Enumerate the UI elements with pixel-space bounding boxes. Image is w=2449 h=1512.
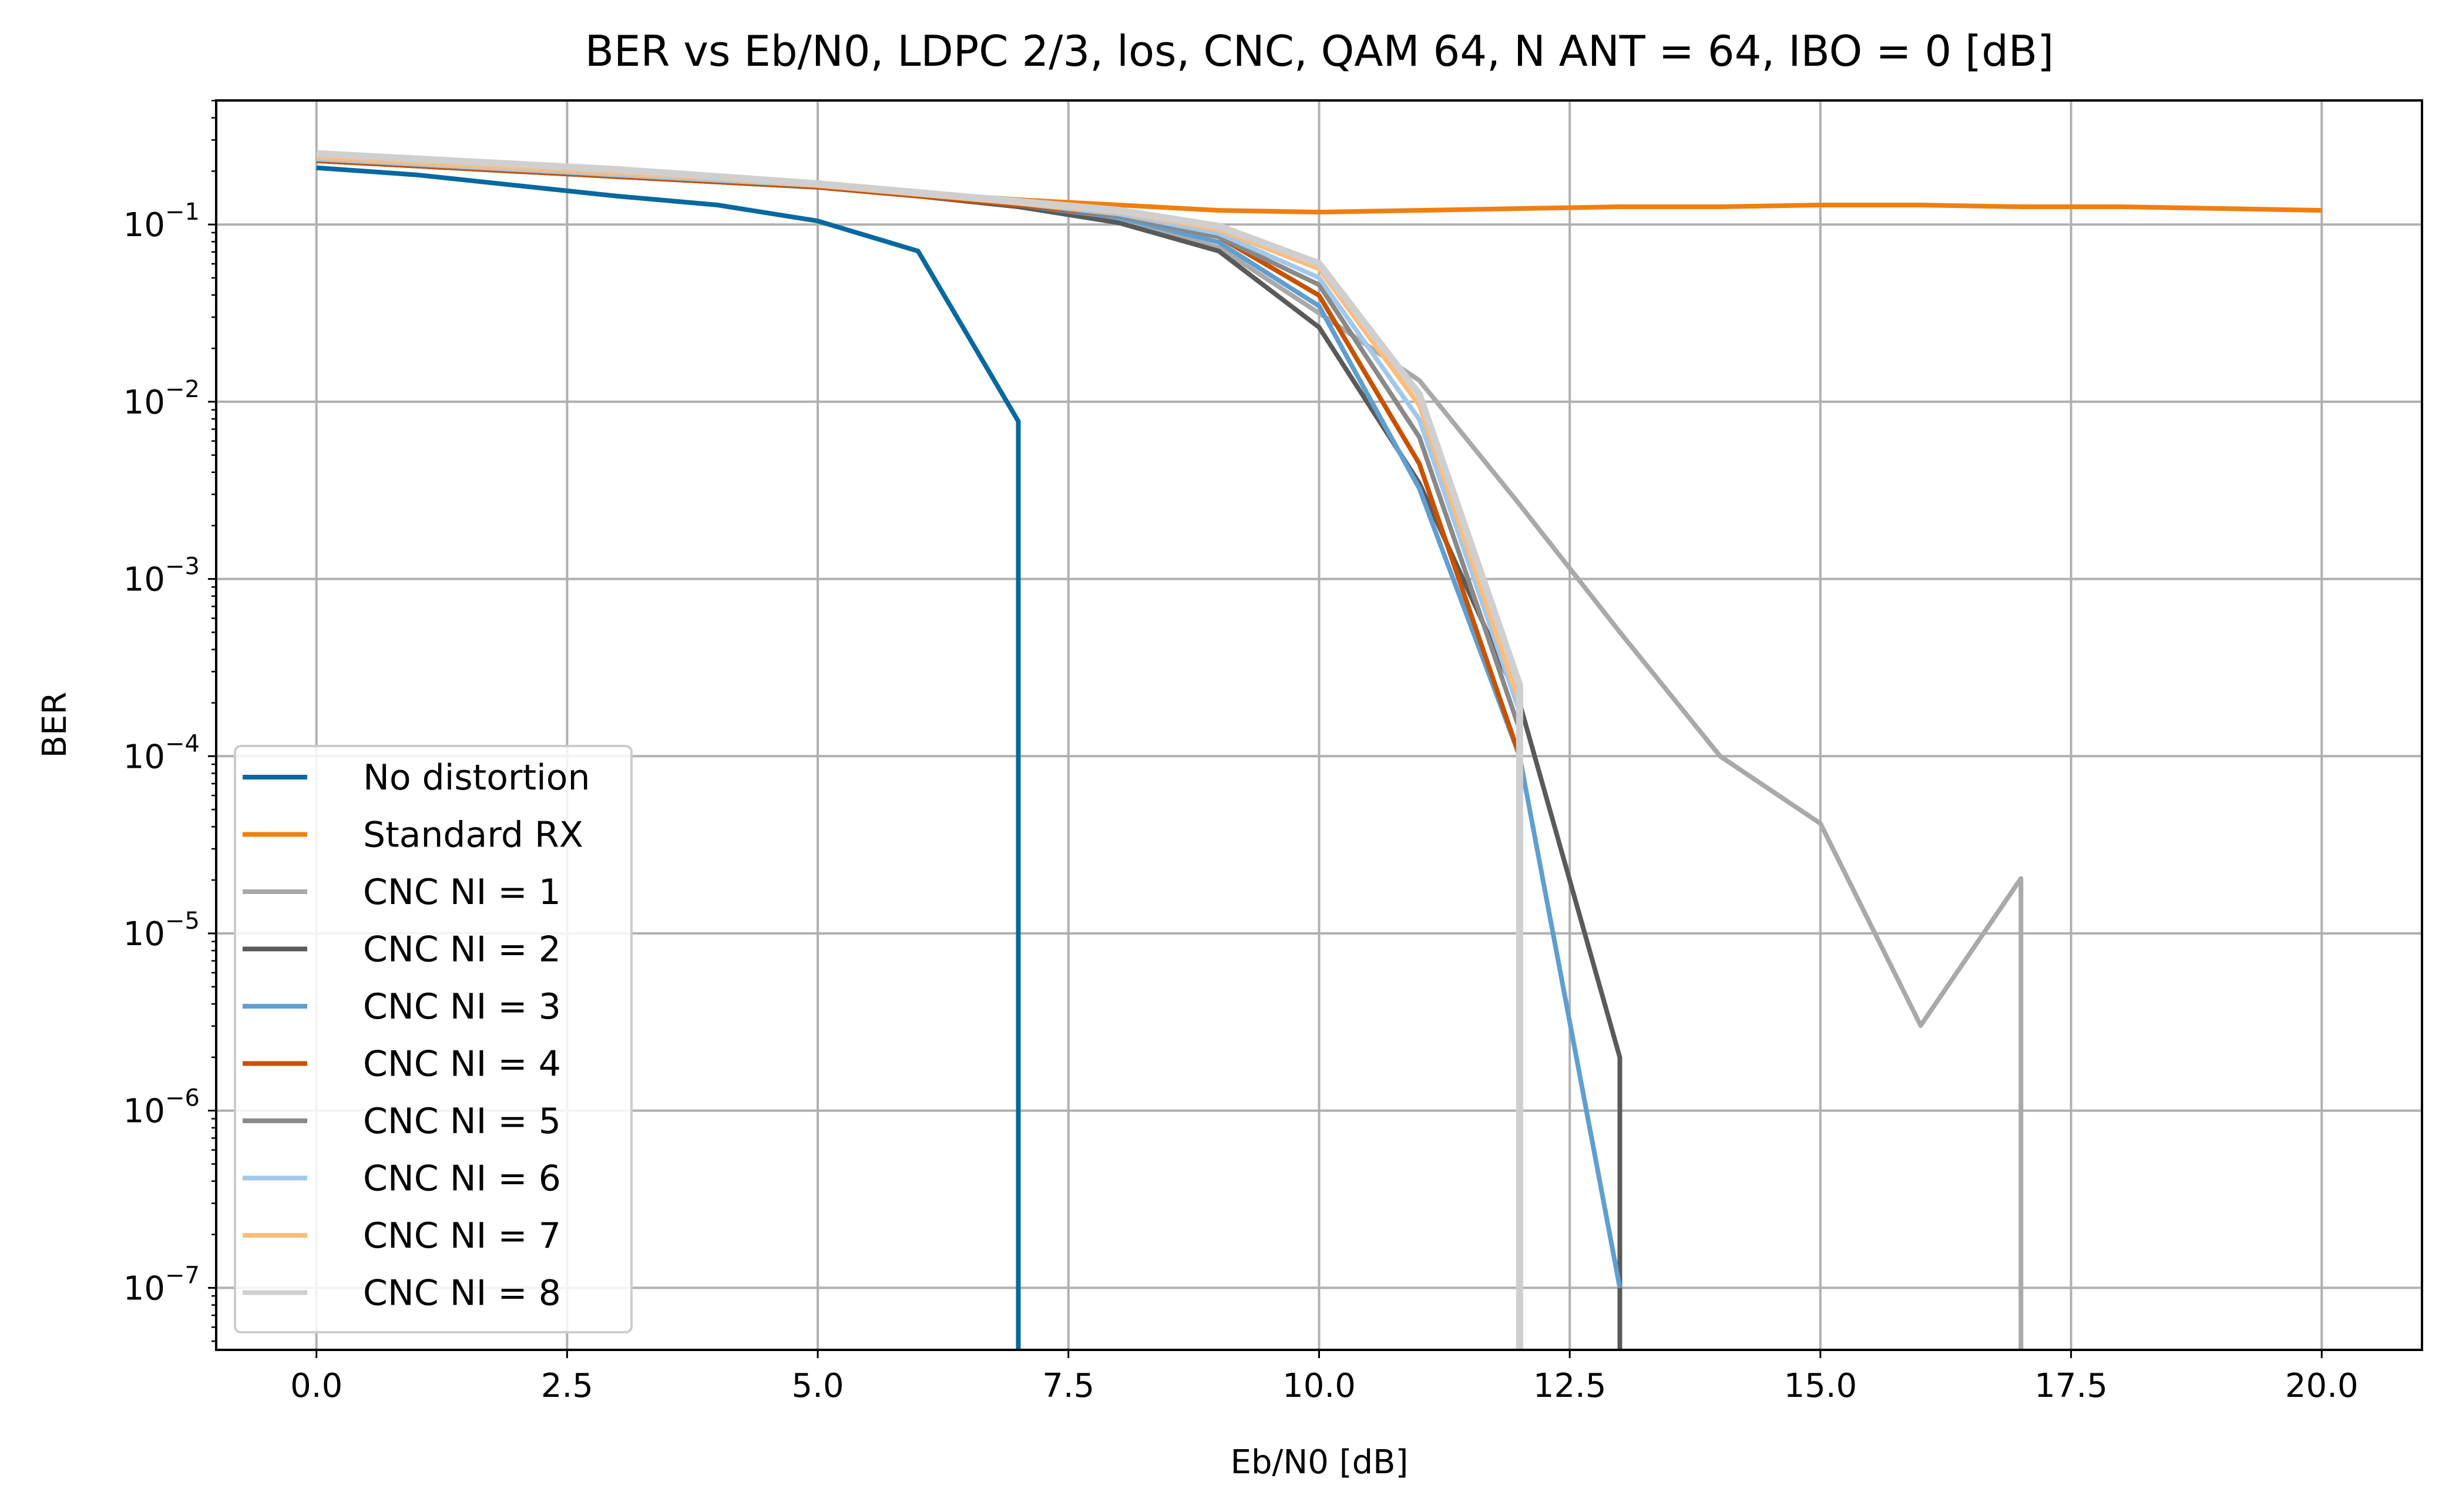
y-tick-exponent: −1 bbox=[165, 199, 200, 226]
y-tick-exponent: −4 bbox=[165, 730, 200, 757]
legend-label: No distortion bbox=[363, 757, 590, 798]
legend-frame bbox=[234, 745, 633, 1333]
x-tick-label: 0.0 bbox=[290, 1367, 342, 1405]
legend-label: CNC NI = 2 bbox=[363, 929, 561, 970]
grid-lines bbox=[216, 100, 2422, 1350]
x-tick-label: 2.5 bbox=[541, 1367, 593, 1405]
y-tick-base: 10 bbox=[123, 561, 165, 599]
y-tick-exponent: −7 bbox=[165, 1262, 200, 1289]
y-tick-base: 10 bbox=[123, 915, 165, 953]
y-tick-label: 10−2 bbox=[123, 376, 200, 422]
y-axis-label: BER bbox=[36, 692, 74, 758]
series-line bbox=[316, 150, 1523, 1350]
legend-label: CNC NI = 7 bbox=[363, 1215, 561, 1256]
y-tick-exponent: −3 bbox=[165, 553, 200, 580]
y-tick-label: 10−5 bbox=[123, 908, 200, 953]
x-tick-label: 20.0 bbox=[2285, 1367, 2359, 1405]
x-tick-label: 17.5 bbox=[2034, 1367, 2108, 1405]
y-tick-base: 10 bbox=[123, 1269, 165, 1308]
y-tick-base: 10 bbox=[123, 206, 165, 244]
legend-label: CNC NI = 5 bbox=[363, 1101, 561, 1142]
y-tick-label: 10−1 bbox=[123, 199, 200, 244]
y-tick-base: 10 bbox=[123, 738, 165, 776]
y-tick-base: 10 bbox=[123, 1093, 165, 1131]
legend-label: CNC NI = 4 bbox=[363, 1044, 561, 1085]
y-tick-exponent: −6 bbox=[165, 1085, 200, 1112]
legend: No distortion Standard RX CNC NI = 1 CNC NI… bbox=[234, 745, 633, 1333]
x-tick-label: 12.5 bbox=[1533, 1367, 1607, 1405]
legend-label: CNC NI = 6 bbox=[363, 1158, 561, 1199]
x-tick-label: 10.0 bbox=[1282, 1367, 1356, 1405]
legend-label: CNC NI = 1 bbox=[363, 872, 561, 913]
y-tick-base: 10 bbox=[123, 384, 165, 422]
legend-label: Standard RX bbox=[363, 815, 583, 856]
y-tick-label: 10−3 bbox=[123, 553, 200, 599]
x-axis-label: Eb/N0 [dB] bbox=[1231, 1443, 1409, 1481]
x-tick-label: 15.0 bbox=[1784, 1367, 1857, 1405]
x-axis-ticks: 0.0 2.5 5.0 7.5 10.0 12.5 15.0 17.5 20.0 bbox=[290, 1350, 2359, 1405]
data-series bbox=[316, 150, 2322, 1350]
series-line bbox=[316, 165, 1021, 1350]
x-tick-label: 5.0 bbox=[792, 1367, 844, 1405]
y-tick-exponent: −2 bbox=[165, 376, 200, 403]
y-axis-ticks: 10−110−210−310−410−510−610−7 bbox=[123, 100, 216, 1342]
x-tick-label: 7.5 bbox=[1042, 1367, 1094, 1405]
legend-label: CNC NI = 3 bbox=[363, 986, 561, 1027]
y-tick-exponent: −5 bbox=[165, 908, 200, 935]
y-tick-label: 10−6 bbox=[123, 1085, 200, 1131]
chart-title: BER vs Eb/N0, LDPC 2/3, los, CNC, QAM 64… bbox=[585, 26, 2054, 76]
y-tick-label: 10−4 bbox=[123, 730, 200, 776]
legend-label: CNC NI = 8 bbox=[363, 1273, 561, 1314]
y-tick-label: 10−7 bbox=[123, 1262, 200, 1308]
